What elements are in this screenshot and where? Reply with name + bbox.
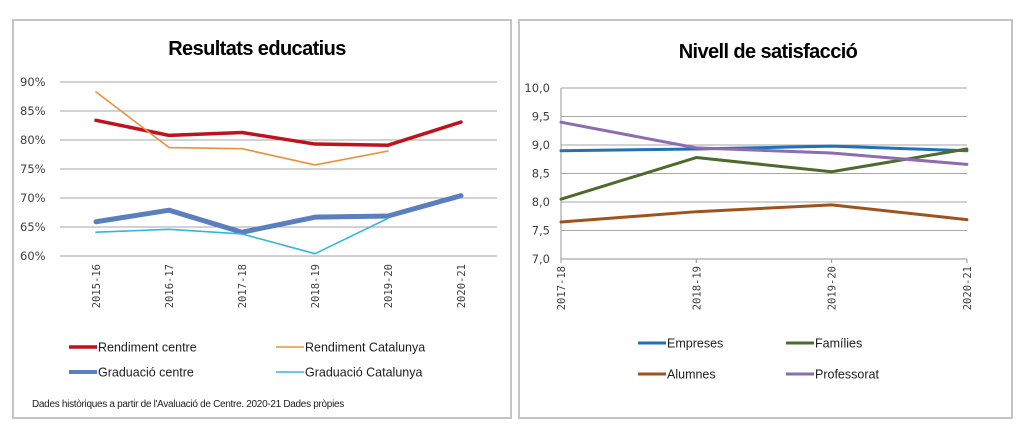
legend-label: Famílies — [815, 337, 862, 351]
y-tick-label: 7,5 — [532, 224, 550, 238]
chart-title: Nivell de satisfacció — [679, 41, 858, 63]
legend-label: Professorat — [815, 368, 879, 382]
legend-label: Empreses — [667, 337, 723, 351]
x-tick-label: 2017-18 — [237, 264, 249, 308]
legend-label: Graduació centre — [98, 366, 194, 380]
footnote: Dades històriques a partir de l'Avaluaci… — [32, 399, 344, 410]
x-tick-label: 2019-20 — [827, 266, 839, 310]
y-tick-label: 80% — [20, 133, 46, 147]
legend-item-professorat: Professorat — [786, 368, 879, 382]
series-line-graduacio-catalunya — [95, 217, 389, 255]
x-tick-label: 2020-21 — [456, 264, 468, 308]
y-tick-label: 7,0 — [532, 252, 550, 266]
y-tick-label: 90% — [20, 75, 46, 89]
y-tick-label: 8,5 — [532, 167, 550, 181]
y-tick-label: 65% — [20, 220, 46, 234]
x-tick-label: 2018-19 — [310, 264, 322, 308]
chart-panel-resultats-educatius: Resultats educatius 60% 65% 70% 75% 80% 85% 90… — [12, 19, 512, 419]
x-tick-label: 2016-17 — [164, 264, 176, 308]
legend-item-graduacio-centre: Graduació centre — [69, 366, 194, 380]
legend-item-empreses: Empreses — [638, 337, 723, 351]
y-tick-label: 75% — [20, 162, 46, 176]
x-tick-label: 2015-16 — [91, 264, 103, 308]
legend-label: Rendiment Catalunya — [305, 341, 425, 355]
legend-label: Graduació Catalunya — [305, 366, 422, 380]
legend-item-graduacio-catalunya: Graduació Catalunya — [276, 366, 422, 380]
y-tick-label: 9,0 — [532, 138, 550, 152]
series-line-professorat — [559, 120, 969, 166]
y-tick-label: 9,5 — [532, 110, 550, 124]
legend-label: Rendiment centre — [98, 341, 197, 355]
legend-item-alumnes: Alumnes — [638, 368, 716, 382]
x-tick-label: 2018-19 — [691, 266, 703, 310]
x-tick-label: 2020-21 — [962, 266, 974, 310]
y-tick-label: 70% — [20, 191, 46, 205]
series-line-empreses — [559, 144, 969, 153]
series-line-families — [559, 147, 969, 201]
series-line-graduacio-centre — [93, 193, 464, 235]
y-tick-label: 8,0 — [532, 195, 550, 209]
y-tick-label: 85% — [20, 104, 46, 118]
legend-item-families: Famílies — [786, 337, 862, 351]
legend-item-rendiment-centre: Rendiment centre — [69, 341, 197, 355]
chart-panel-nivell-satisfaccio: Nivell de satisfacció 7,0 7,5 8,0 8,5 9,0 9,5… — [518, 19, 1013, 419]
y-tick-label: 60% — [20, 249, 46, 263]
legend-item-rendiment-catalunya: Rendiment Catalunya — [276, 341, 425, 355]
chart-resultats-educatius: Resultats educatius 60% 65% 70% 75% 80% 85% 90… — [20, 38, 497, 410]
x-tick-label: 2019-20 — [383, 264, 395, 308]
legend-label: Alumnes — [667, 368, 716, 382]
y-tick-label: 10,0 — [524, 81, 550, 95]
chart-nivell-satisfaccio: Nivell de satisfacció 7,0 7,5 8,0 8,5 9,0 9,5… — [524, 41, 974, 382]
chart-title: Resultats educatius — [168, 38, 346, 60]
series-line-alumnes — [559, 203, 969, 224]
x-tick-label: 2017-18 — [556, 266, 568, 310]
series-line-rendiment-centre — [94, 118, 463, 147]
